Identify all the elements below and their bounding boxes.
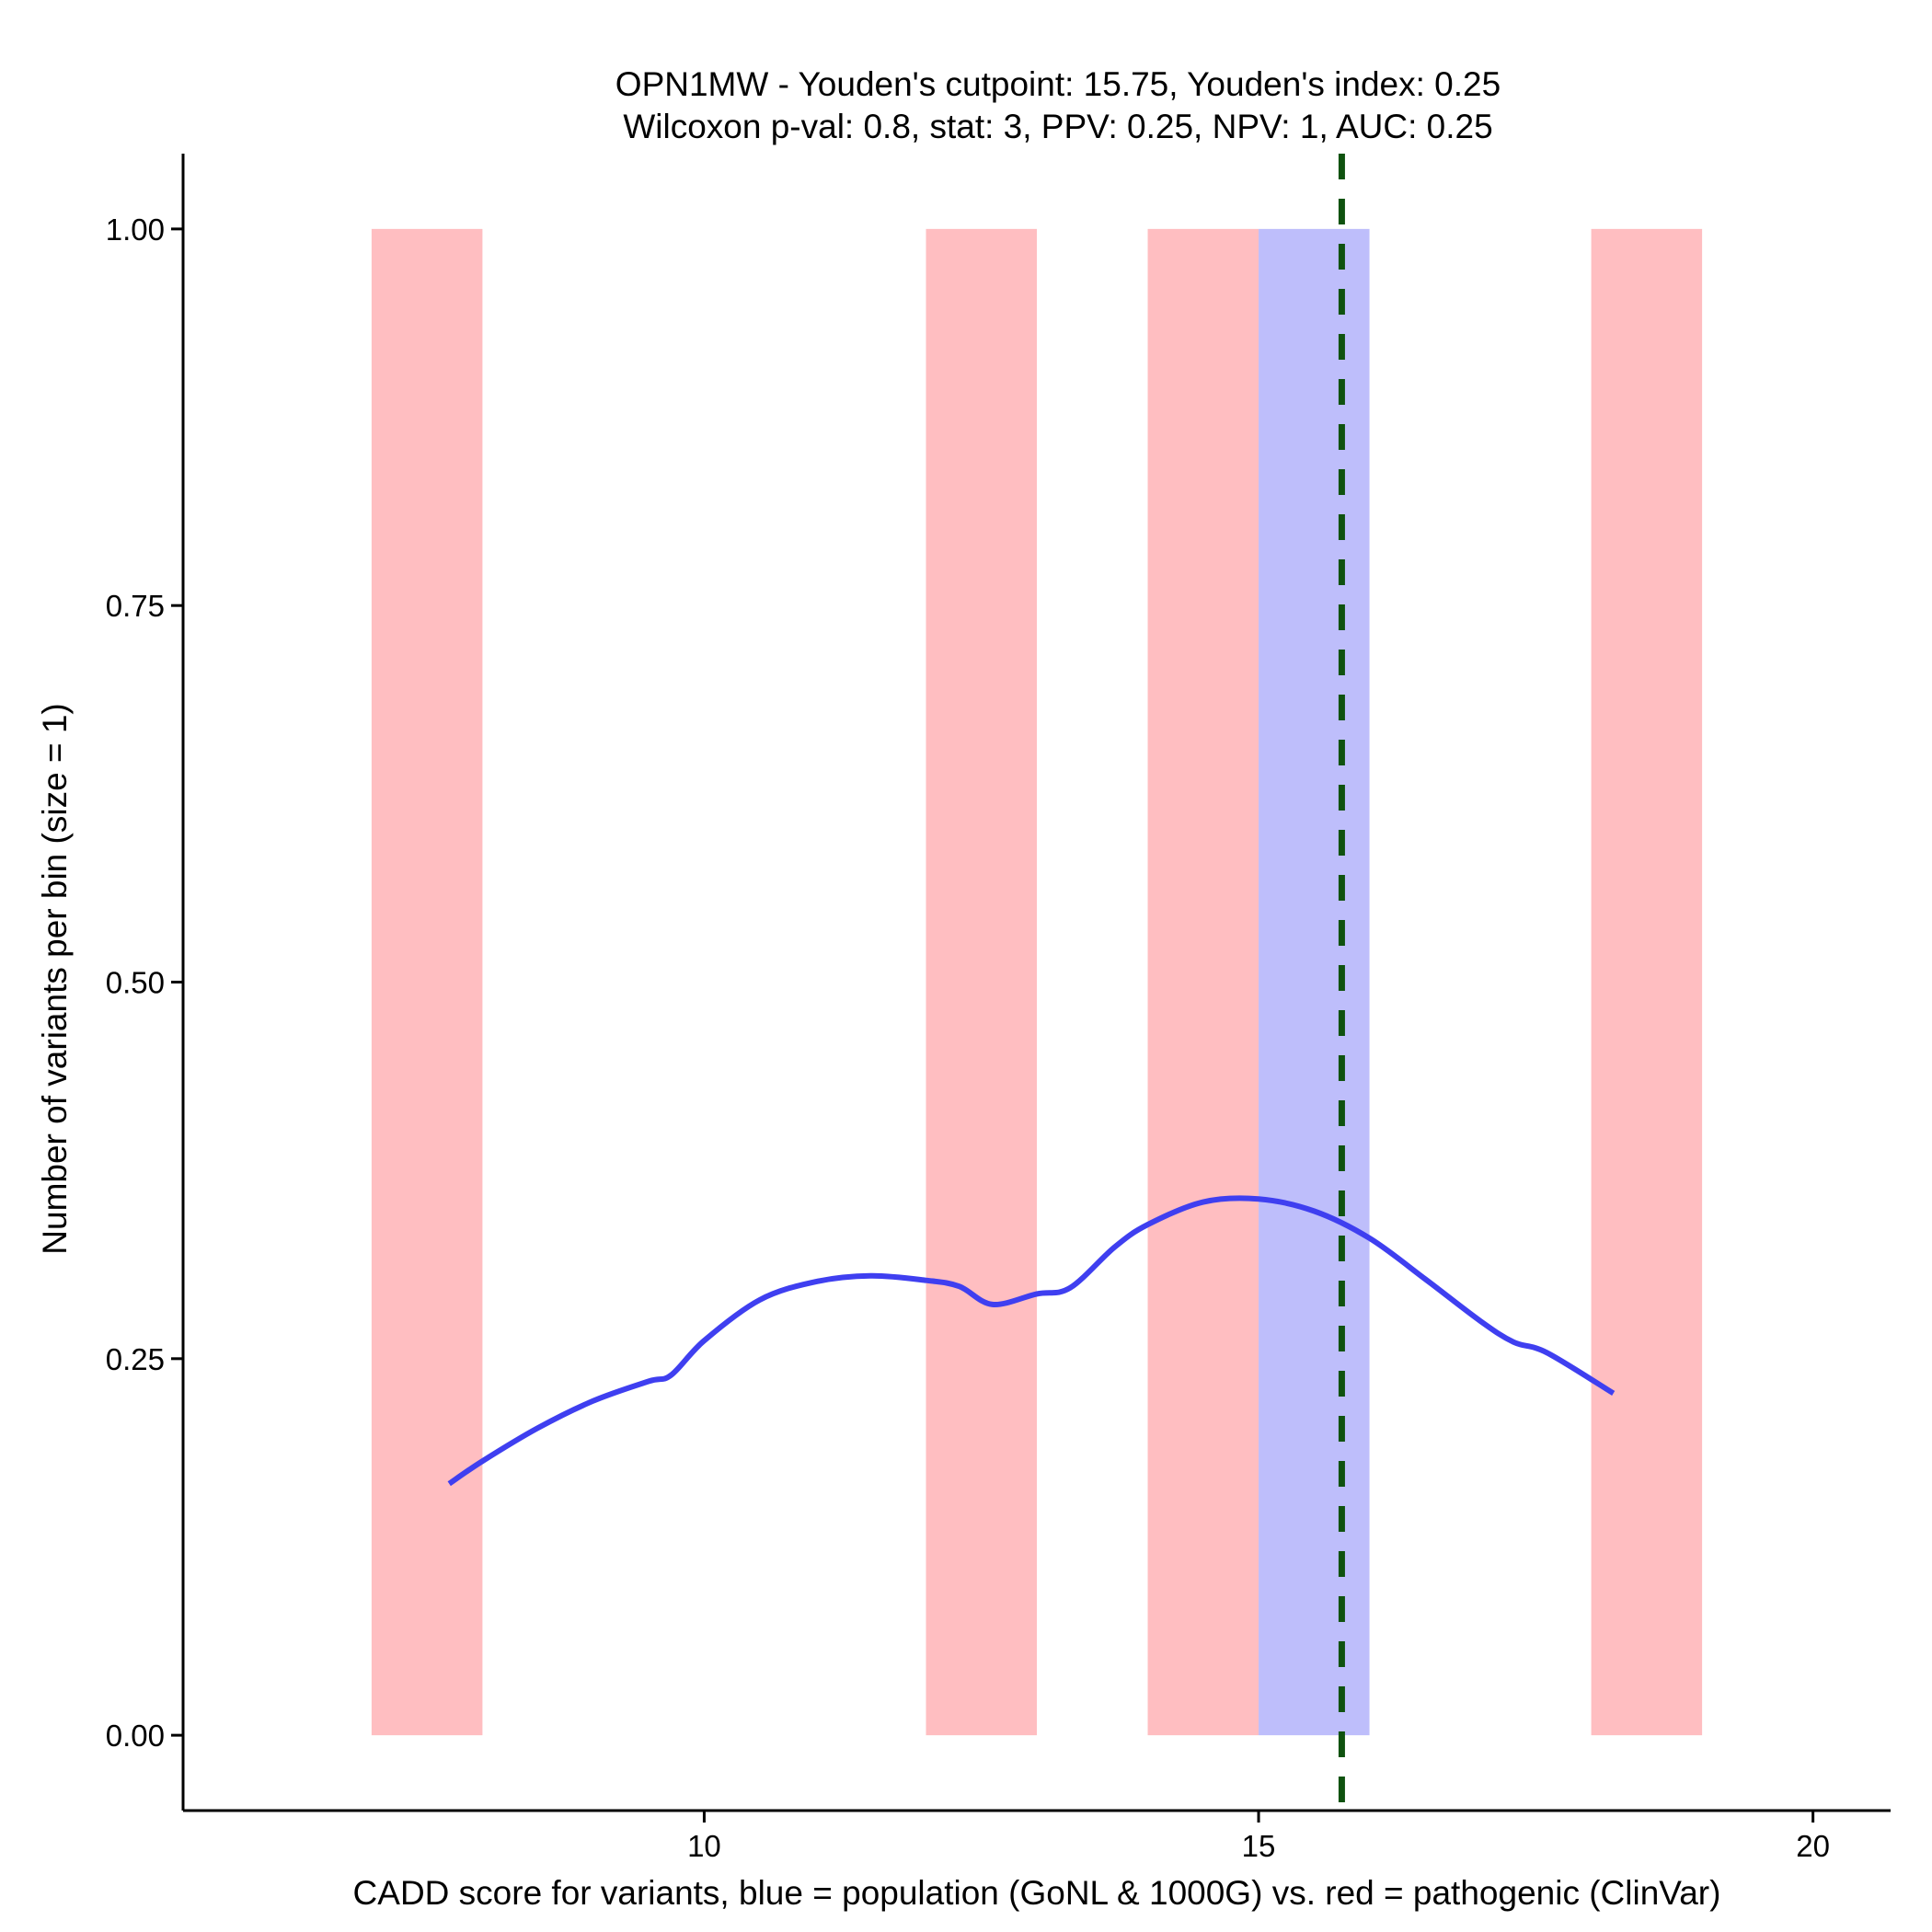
y-axis-ticks: 0.00 0.25 0.50 0.75 1.00 <box>106 213 183 1753</box>
bar-pathogenic-3 <box>1591 228 1703 1736</box>
y-tick-label-0.25: 0.25 <box>106 1342 165 1376</box>
x-tick-label-20: 20 <box>1796 1829 1830 1863</box>
y-tick-label-0.50: 0.50 <box>106 966 165 1000</box>
density-curve <box>447 1195 1616 1487</box>
histogram-bars <box>371 228 1703 1736</box>
x-tick-label-15: 15 <box>1242 1829 1276 1863</box>
y-tick-label-0.00: 0.00 <box>106 1719 165 1753</box>
y-axis-label: Number of variants per bin (size = 1) <box>36 703 74 1254</box>
bar-pathogenic-2 <box>1147 228 1259 1736</box>
x-axis-ticks: 10 15 20 <box>687 1811 1830 1863</box>
y-tick-label-1.00: 1.00 <box>106 213 165 247</box>
bar-population-0 <box>1259 228 1370 1736</box>
x-tick-label-10: 10 <box>687 1829 721 1863</box>
y-tick-label-0.75: 0.75 <box>106 589 165 623</box>
chart-title-line-1: OPN1MW - Youden's cutpoint: 15.75, Youde… <box>615 65 1501 103</box>
density-curve-layer <box>447 1195 1616 1487</box>
x-axis-label: CADD score for variants, blue = populati… <box>353 1874 1721 1912</box>
chart-title-line-2: Wilcoxon p-val: 0.8, stat: 3, PPV: 0.25,… <box>623 108 1492 145</box>
bar-pathogenic-0 <box>371 228 483 1736</box>
bar-pathogenic-1 <box>926 228 1037 1736</box>
